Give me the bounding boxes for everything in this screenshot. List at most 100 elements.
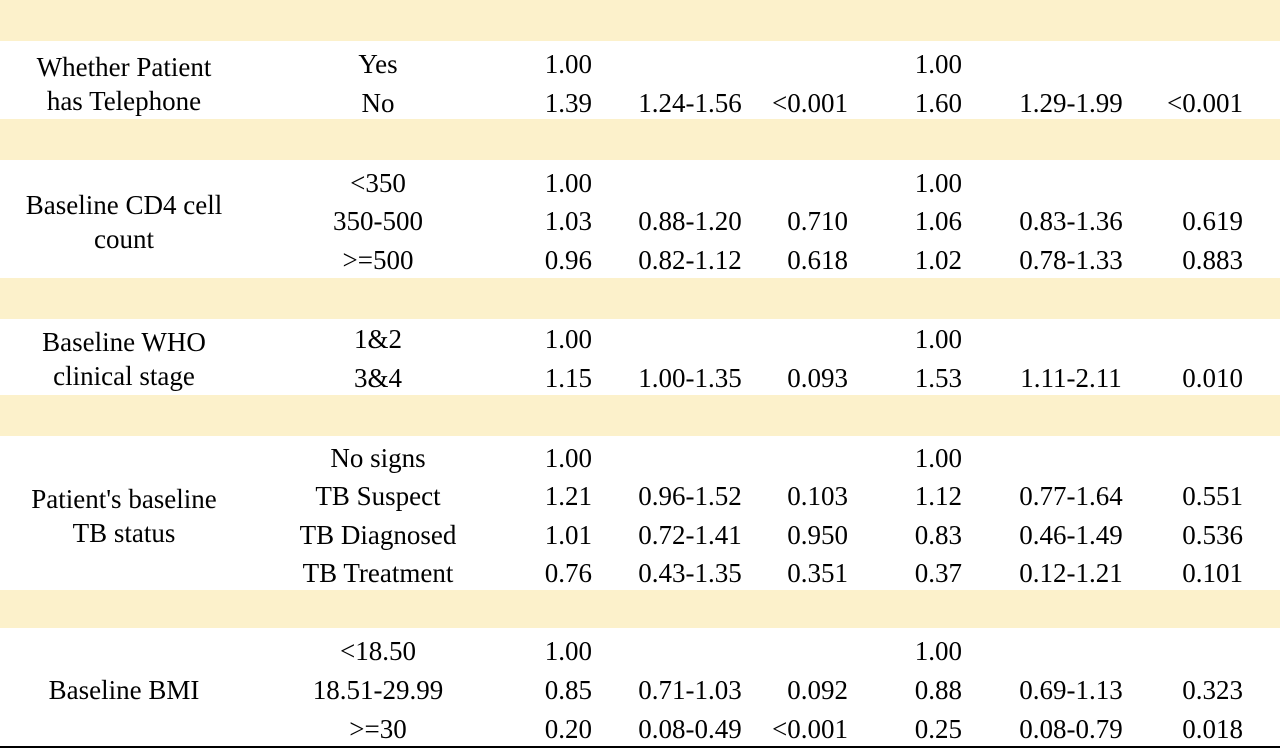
hr2-cell: 0.83 <box>914 520 962 550</box>
p2-cell: 0.101 <box>1182 558 1243 588</box>
hr2-cell: 1.60 <box>914 88 962 118</box>
group-separator-band <box>0 590 1280 628</box>
hr2-cell: 1.02 <box>914 245 962 275</box>
level-cell: >=500 <box>342 245 414 275</box>
hr1-cell: 1.00 <box>544 324 592 354</box>
p2-cell: 0.551 <box>1182 481 1243 511</box>
variable-label-line: Patient's baseline <box>31 483 217 514</box>
hr2-cell: 1.12 <box>914 481 962 511</box>
level-cell: TB Treatment <box>302 558 454 588</box>
p1-cell: <0.001 <box>772 714 848 744</box>
table-row: TB Suspect 1.21 0.96-1.52 0.103 1.12 0.77-1.6… <box>0 477 1280 516</box>
hr2-cell: 0.25 <box>914 714 962 744</box>
level-cell: <18.50 <box>340 636 416 666</box>
p1-cell: <0.001 <box>772 88 848 118</box>
p2-cell: 0.010 <box>1182 363 1243 393</box>
table-bottom-rule <box>0 746 1280 748</box>
table-row: 3&4 1.15 1.00-1.35 0.093 1.53 1.11-2.11 0.010 <box>0 359 1280 398</box>
ci1-cell: 0.43-1.35 <box>638 558 742 588</box>
hr2-cell: 0.88 <box>914 675 962 705</box>
group-separator-band <box>0 395 1280 436</box>
level-cell: 18.51-29.99 <box>312 675 444 705</box>
variable-label: Whether Patient has Telephone <box>0 50 248 118</box>
level-cell: TB Suspect <box>315 481 441 511</box>
hr1-cell: 0.20 <box>544 714 592 744</box>
variable-label-line: Baseline CD4 cell <box>25 189 223 220</box>
ci1-cell: 0.96-1.52 <box>638 481 742 511</box>
ci2-cell: 0.69-1.13 <box>1019 675 1123 705</box>
hr1-cell: 1.21 <box>544 481 592 511</box>
hr1-cell: 0.76 <box>544 558 592 588</box>
ci1-cell: 0.08-0.49 <box>638 714 742 744</box>
hr1-cell: 1.15 <box>544 363 592 393</box>
variable-label: Baseline WHO clinical stage <box>0 325 248 393</box>
ci1-cell: 0.88-1.20 <box>638 206 742 236</box>
ci2-cell: 0.12-1.21 <box>1019 558 1123 588</box>
p1-cell: 0.710 <box>787 206 848 236</box>
hr1-cell: 1.00 <box>544 168 592 198</box>
level-cell: No <box>361 88 395 118</box>
ci1-cell: 0.71-1.03 <box>638 675 742 705</box>
table-row: >=30 0.20 0.08-0.49 <0.001 0.25 0.08-0.79 0.01… <box>0 710 1280 749</box>
ci2-cell: 0.83-1.36 <box>1019 206 1123 236</box>
ci2-cell: 0.77-1.64 <box>1019 481 1123 511</box>
group-separator-band <box>0 0 1280 41</box>
variable-label: Patient's baseline TB status <box>0 482 248 550</box>
level-cell: <350 <box>350 168 406 198</box>
p2-cell: <0.001 <box>1167 88 1243 118</box>
variable-label: Baseline CD4 cell count <box>0 188 248 256</box>
p1-cell: 0.618 <box>787 245 848 275</box>
variable-label: Baseline BMI <box>0 673 248 707</box>
hr1-cell: 1.01 <box>544 520 592 550</box>
level-cell: >=30 <box>349 714 407 744</box>
hr1-cell: 1.00 <box>544 49 592 79</box>
hr1-cell: 0.96 <box>544 245 592 275</box>
table-row: TB Treatment 0.76 0.43-1.35 0.351 0.37 0.12-1… <box>0 554 1280 593</box>
hr2-cell: 1.53 <box>914 363 962 393</box>
group-separator-band <box>0 119 1280 160</box>
table-row: No signs 1.00 1.00 <box>0 439 1280 478</box>
p2-cell: 0.536 <box>1182 520 1243 550</box>
table-row: Yes 1.00 1.00 <box>0 45 1280 84</box>
ci1-cell: 0.72-1.41 <box>638 520 742 550</box>
hr1-cell: 0.85 <box>544 675 592 705</box>
level-cell: 3&4 <box>353 363 403 393</box>
p2-cell: 0.619 <box>1182 206 1243 236</box>
p1-cell: 0.103 <box>787 481 848 511</box>
table-row: No 1.39 1.24-1.56 <0.001 1.60 1.29-1.99 <0.001 <box>0 84 1280 123</box>
table-row: 350-500 1.03 0.88-1.20 0.710 1.06 0.83-1.36 0.… <box>0 202 1280 241</box>
variable-label-line: has Telephone <box>46 85 202 116</box>
ci2-cell: 0.08-0.79 <box>1019 714 1123 744</box>
level-cell: No signs <box>330 443 426 473</box>
p1-cell: 0.092 <box>787 675 848 705</box>
variable-label-line: Baseline WHO <box>42 326 206 357</box>
p1-cell: 0.093 <box>787 363 848 393</box>
ci2-cell: 1.11-2.11 <box>1020 363 1122 393</box>
p1-cell: 0.950 <box>787 520 848 550</box>
level-cell: 1&2 <box>353 324 403 354</box>
hr1-cell: 1.03 <box>544 206 592 236</box>
group-separator-band <box>0 278 1280 319</box>
table-row: <18.50 1.00 1.00 <box>0 632 1280 671</box>
hr2-cell: 0.37 <box>914 558 962 588</box>
hr1-cell: 1.00 <box>544 443 592 473</box>
variable-label-line: Whether Patient <box>36 51 212 82</box>
hr1-cell: 1.39 <box>544 88 592 118</box>
ci2-cell: 0.46-1.49 <box>1019 520 1123 550</box>
ci1-cell: 1.24-1.56 <box>638 88 742 118</box>
hr2-cell: 1.00 <box>914 168 962 198</box>
variable-label-line: count <box>94 223 154 254</box>
hr2-cell: 1.00 <box>914 443 962 473</box>
table-row: <350 1.00 1.00 <box>0 164 1280 203</box>
variable-label-line: clinical stage <box>53 360 195 391</box>
hr2-cell: 1.00 <box>914 49 962 79</box>
ci1-cell: 1.00-1.35 <box>638 363 742 393</box>
hr1-cell: 1.00 <box>544 636 592 666</box>
p2-cell: 0.018 <box>1182 714 1243 744</box>
table-row: 1&2 1.00 1.00 <box>0 320 1280 359</box>
ci2-cell: 1.29-1.99 <box>1019 88 1123 118</box>
hr2-cell: 1.06 <box>914 206 962 236</box>
hr2-cell: 1.00 <box>914 636 962 666</box>
table-row: TB Diagnosed 1.01 0.72-1.41 0.950 0.83 0.46-1… <box>0 516 1280 555</box>
variable-label-line: TB status <box>72 517 176 548</box>
